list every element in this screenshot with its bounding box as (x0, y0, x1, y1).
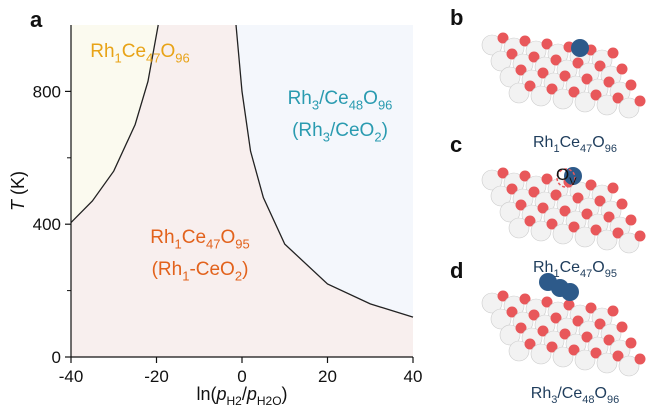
formula: (Rh1-CeO2) (152, 259, 249, 284)
formula-part: (Rh (292, 120, 323, 141)
formula-part: Rh (533, 134, 553, 151)
formula-part: /CeO (330, 120, 374, 141)
formula-part: 3 (312, 98, 319, 113)
o-atom (617, 322, 628, 333)
label-part: p (246, 384, 257, 404)
o-atom (617, 199, 628, 210)
x-tick-label: 0 (237, 367, 246, 386)
formula-part: 96 (607, 394, 619, 406)
y-tick-label: 0 (52, 348, 61, 367)
formula-part: 96 (175, 51, 189, 66)
formula-part: O (592, 134, 604, 151)
label-part: O (556, 165, 569, 184)
formula-part: Ce (182, 227, 206, 248)
o-atom (617, 64, 628, 75)
label-part: ln( (196, 384, 216, 404)
formula-part: ) (382, 120, 388, 141)
formula: Rh3/Ce48O96 (531, 385, 619, 406)
label-part: p (215, 384, 226, 404)
y-tick-label: 800 (33, 82, 61, 101)
panel-label: d (450, 258, 463, 283)
formula-part: /Ce (319, 88, 349, 109)
formula: Rh1Ce47O96 (533, 134, 617, 155)
formula-part: 1 (175, 237, 182, 252)
panel-label: b (450, 5, 463, 30)
formula-part: Ce (560, 134, 581, 151)
o-atom (626, 215, 637, 226)
formula-part: Rh (150, 227, 174, 248)
x-tick-label: 40 (404, 367, 423, 386)
formula-part: 2 (374, 130, 381, 145)
formula-part: (Rh (152, 259, 183, 280)
panel-label: a (30, 7, 43, 32)
o-atom (608, 48, 619, 59)
formula-part: 96 (378, 98, 392, 113)
structure (482, 273, 646, 376)
label-part: H2 (226, 394, 242, 408)
label-part: ) (282, 384, 288, 404)
panel-label: c (450, 132, 462, 157)
label-part: H2O (257, 394, 282, 408)
formula-part: O (595, 385, 607, 402)
formula-part: Ce (560, 259, 581, 276)
o-atom (635, 96, 646, 107)
formula-part: 47 (580, 268, 592, 280)
formula-part: Rh (288, 88, 312, 109)
formula-part: O (592, 259, 604, 276)
formula-part: 3 (323, 130, 330, 145)
formula-part: 48 (349, 98, 363, 113)
y-tick-label: 400 (33, 215, 61, 234)
formula-part: Rh (533, 259, 553, 276)
o-atom (635, 231, 646, 242)
formula-part: Rh (531, 385, 551, 402)
o-atom (626, 80, 637, 91)
x-tick-label: 20 (318, 367, 337, 386)
formula-part: ) (242, 259, 248, 280)
formula: Rh1Ce47O96 (90, 41, 190, 66)
formula: Rh1Ce47O95 (150, 227, 250, 252)
figure: a b c d ln(pH2/pH2O) T (K) 0400800-40-20… (0, 0, 653, 409)
x-tick-label: -20 (144, 367, 169, 386)
formula-part: /Ce (557, 385, 582, 402)
structure (482, 33, 646, 119)
label-part: (K) (8, 171, 28, 200)
o-atom (626, 338, 637, 349)
formula-part: Ce (122, 41, 146, 62)
formula-part: O (221, 227, 236, 248)
formula-part: 95 (605, 268, 617, 280)
formula-part: 47 (206, 237, 220, 252)
x-axis-label: ln(pH2/pH2O) (196, 384, 287, 408)
label-part: V (569, 176, 577, 188)
formula-part: O (161, 41, 176, 62)
formula-part: 95 (235, 237, 249, 252)
formula-part: 1 (182, 269, 189, 284)
formula-part: O (363, 88, 378, 109)
y-axis-label: T (K) (8, 171, 28, 211)
formula-part: 47 (146, 51, 160, 66)
formula-part: Rh (90, 41, 114, 62)
formula-part: 48 (582, 394, 594, 406)
o-atom (635, 354, 646, 365)
rh-atom (561, 283, 579, 301)
x-tick-label: -40 (59, 367, 84, 386)
formula: (Rh3/CeO2) (292, 120, 388, 145)
formula-part: 47 (580, 143, 592, 155)
formula-part: 1 (115, 51, 122, 66)
formula: Rh3/Ce48O96 (288, 88, 393, 113)
rh-atom (571, 39, 589, 57)
formula-part: 2 (235, 269, 242, 284)
formula-part: 96 (605, 143, 617, 155)
formula-part: -CeO (189, 259, 234, 280)
o-atom (608, 183, 619, 194)
o-atom (608, 306, 619, 317)
